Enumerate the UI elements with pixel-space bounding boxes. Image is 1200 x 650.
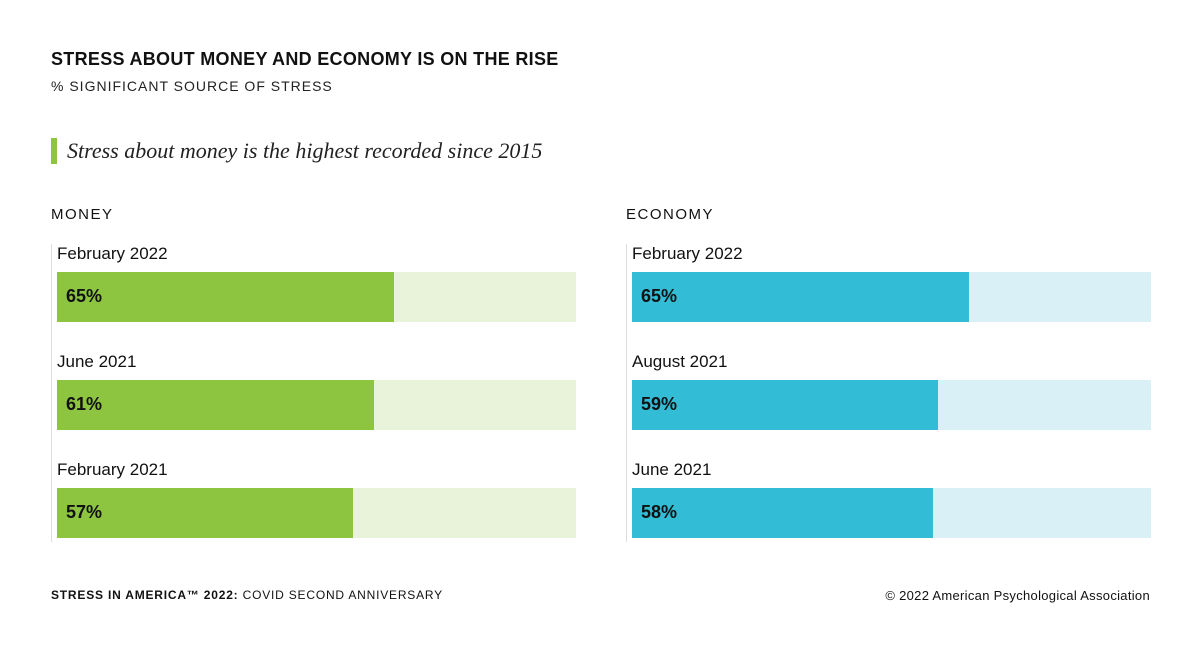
economy-bar <box>632 272 969 322</box>
money-bar-track: 61% <box>57 380 576 430</box>
money-axis-line <box>51 244 52 542</box>
economy-panel: ECONOMY February 2022 65% August 2021 59% Ju… <box>626 206 1151 546</box>
money-bar-track: 65% <box>57 272 576 322</box>
money-category-label: February 2021 <box>57 460 168 479</box>
economy-bar-track: 65% <box>632 272 1151 322</box>
economy-value-label: 65% <box>641 286 678 306</box>
money-value-label: 65% <box>66 286 103 306</box>
economy-panel-title: ECONOMY <box>626 206 715 223</box>
footer-source-rest: COVID SECOND ANNIVERSARY <box>238 588 443 602</box>
economy-value-label: 59% <box>641 394 678 414</box>
callout-text: Stress about money is the highest record… <box>67 138 543 163</box>
footer-source-bold: STRESS IN AMERICA™ 2022: <box>51 588 239 602</box>
money-panel: MONEY February 2022 65% June 2021 61% Februa… <box>51 206 576 546</box>
economy-category-label: June 2021 <box>632 460 712 479</box>
economy-value-label: 58% <box>641 502 678 522</box>
economy-bar <box>632 488 933 538</box>
money-value-label: 61% <box>66 394 103 414</box>
economy-category-label: February 2022 <box>632 244 743 263</box>
money-value-label: 57% <box>66 502 103 522</box>
chart-title: STRESS ABOUT MONEY AND ECONOMY IS ON THE… <box>51 49 559 69</box>
footer-source: STRESS IN AMERICA™ 2022: COVID SECOND AN… <box>51 588 443 602</box>
economy-axis-line <box>626 244 627 542</box>
callout: Stress about money is the highest record… <box>51 138 542 164</box>
footer-copyright: © 2022 American Psychological Associatio… <box>885 588 1150 603</box>
money-bar-track: 57% <box>57 488 576 538</box>
money-category-label: June 2021 <box>57 352 137 371</box>
callout-accent-bar <box>51 138 57 164</box>
economy-bar <box>632 380 938 430</box>
economy-bar-track: 58% <box>632 488 1151 538</box>
money-bar <box>57 488 353 538</box>
money-category-label: February 2022 <box>57 244 168 263</box>
chart-subtitle: % SIGNIFICANT SOURCE OF STRESS <box>51 78 333 94</box>
money-bar <box>57 380 374 430</box>
money-panel-title: MONEY <box>51 206 114 223</box>
economy-category-label: August 2021 <box>632 352 728 371</box>
economy-bar-track: 59% <box>632 380 1151 430</box>
money-bar <box>57 272 394 322</box>
